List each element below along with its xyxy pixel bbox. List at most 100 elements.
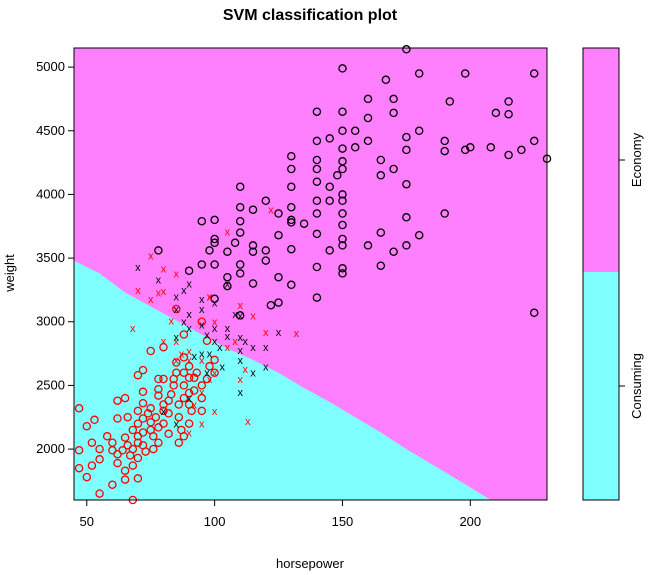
support-vector-point: x <box>243 364 249 376</box>
legend-economy-swatch <box>583 48 619 272</box>
data-point <box>299 219 309 228</box>
support-vector-point: x <box>174 291 180 303</box>
data-point <box>402 145 411 155</box>
data-point <box>230 238 240 248</box>
x-tick-label: 100 <box>204 514 226 529</box>
data-point <box>325 182 334 192</box>
support-vector-point: x <box>237 345 243 357</box>
data-point <box>179 353 189 362</box>
support-vector-point: x <box>148 294 154 306</box>
data-point <box>146 404 155 413</box>
data-point <box>146 346 155 356</box>
data-point <box>261 196 271 206</box>
x-tick-label: 150 <box>332 514 354 529</box>
data-point <box>338 220 347 230</box>
y-axis-label: weight <box>2 254 17 293</box>
support-vector-point: x <box>174 419 180 431</box>
data-point <box>325 246 334 255</box>
data-point <box>133 453 143 463</box>
chart-title: SVM classification plot <box>223 7 398 24</box>
data-point <box>363 241 373 250</box>
y-axis: 2000 2500 3000 3500 4000 4500 5000 <box>36 59 74 456</box>
data-point <box>376 261 386 270</box>
data-point <box>402 179 411 189</box>
class-legend-bar: Consuming Economy <box>582 47 644 501</box>
legend-consuming-swatch <box>583 272 619 500</box>
data-point <box>325 134 334 143</box>
support-vector-point: x <box>199 319 205 331</box>
data-point <box>312 262 322 272</box>
support-vector-point: x <box>186 309 192 321</box>
data-point <box>235 228 245 237</box>
support-vector-point: x <box>212 323 218 335</box>
data-point <box>529 136 539 146</box>
support-vector-point: x <box>204 330 210 342</box>
data-point <box>504 150 513 160</box>
support-vector-point: x <box>243 336 249 348</box>
x-tick-label: 200 <box>459 514 481 529</box>
support-vector-point: x <box>199 355 205 367</box>
data-point <box>197 393 207 403</box>
support-vector-point: x <box>212 298 218 310</box>
y-tick-label: 2500 <box>36 377 65 392</box>
data-point <box>210 234 219 244</box>
data-point <box>312 229 322 239</box>
data-point <box>287 151 296 161</box>
data-point <box>274 298 283 307</box>
data-point <box>128 425 138 435</box>
support-vector-point: x <box>186 346 192 358</box>
data-point <box>192 368 201 377</box>
data-point <box>389 108 398 118</box>
data-point <box>197 260 207 269</box>
support-vector-point: x <box>179 349 185 361</box>
support-vector-point: x <box>204 368 210 380</box>
support-vector-point: x <box>225 279 231 291</box>
data-point <box>338 164 347 174</box>
data-point <box>376 171 386 180</box>
data-point <box>338 241 347 250</box>
data-point <box>184 388 194 398</box>
support-vector-point: x <box>186 355 192 367</box>
data-point <box>202 374 212 384</box>
data-point <box>189 373 199 383</box>
data-point <box>402 241 411 250</box>
data-point <box>445 97 455 106</box>
support-vector-point: x <box>212 368 218 380</box>
data-point <box>154 246 163 255</box>
support-vector-point: x <box>237 355 243 367</box>
data-point <box>312 164 322 174</box>
data-point <box>166 390 176 399</box>
data-point <box>95 489 104 498</box>
support-vector-point: x <box>181 285 187 297</box>
support-vector-point: x <box>199 304 205 316</box>
support-vector-point: x <box>220 361 226 373</box>
data-point <box>179 393 189 403</box>
data-point <box>338 190 347 199</box>
data-point <box>138 428 148 437</box>
data-point <box>118 446 127 455</box>
y-tick-label: 2000 <box>36 441 65 456</box>
data-point <box>440 146 449 156</box>
y-tick-label: 5000 <box>36 59 65 74</box>
support-vector-point: x <box>186 279 192 291</box>
data-point <box>184 373 194 383</box>
data-point <box>248 205 258 214</box>
support-vector-point: x <box>212 406 218 418</box>
data-point <box>261 256 271 265</box>
data-point <box>235 260 245 269</box>
data-point <box>402 132 411 142</box>
support-vector-point: x <box>232 336 238 348</box>
data-point <box>235 311 245 320</box>
data-point <box>440 209 449 218</box>
data-point <box>338 107 347 116</box>
support-vector-point: x <box>225 323 231 335</box>
x-axis: 50 100 150 200 <box>80 500 481 529</box>
data-point <box>179 432 189 441</box>
data-point <box>266 300 276 310</box>
support-vector-point: x <box>186 323 192 335</box>
data-point <box>120 393 130 403</box>
data-point <box>235 202 245 212</box>
data-point <box>154 374 163 384</box>
legend-label-economy: Economy <box>629 132 644 187</box>
